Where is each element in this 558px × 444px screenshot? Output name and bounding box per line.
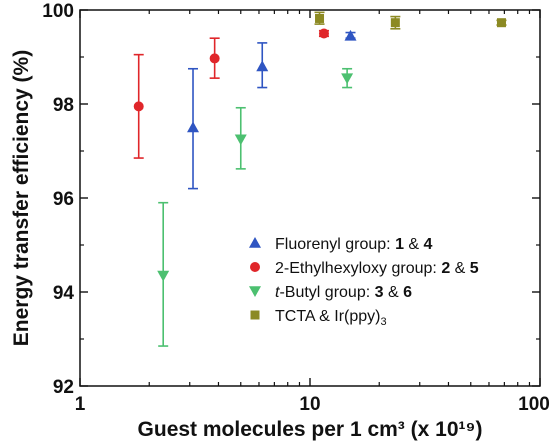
data-point	[133, 101, 144, 112]
legend-entry: TCTA & Ir(ppy)3	[275, 308, 387, 328]
x-axis-title: Guest molecules per 1 cm³ (x 10¹⁹)	[138, 418, 483, 441]
legend-marker	[250, 262, 260, 272]
y-tick-label: 94	[53, 283, 75, 304]
y-tick-label: 92	[53, 377, 74, 398]
y-axis-ticks: 92 94 96 98 100	[42, 1, 540, 398]
legend-marker	[250, 310, 260, 320]
legend: Fluorenyl group: 1 & 4 2-Ethylhexyloxy gr…	[249, 236, 479, 328]
y-tick-label: 98	[53, 95, 74, 116]
data-point	[315, 13, 325, 23]
y-tick-label: 96	[53, 189, 74, 210]
y-axis-title: Energy transfer efficiency (%)	[10, 50, 33, 346]
x-tick-label: 100	[518, 394, 550, 415]
data-point	[234, 134, 247, 146]
data-point	[187, 121, 200, 133]
plot-frame	[79, 9, 541, 387]
legend-entry: Fluorenyl group: 1 & 4	[275, 236, 433, 253]
data-point	[341, 73, 354, 85]
data-point	[318, 28, 329, 39]
data-point	[157, 270, 170, 282]
x-axis-ticks: 1 10 100	[75, 10, 550, 415]
x-tick-label: 1	[75, 394, 86, 415]
data-point	[209, 53, 220, 64]
data-point	[256, 60, 269, 72]
legend-entry: 2-Ethylhexyloxy group: 2 & 5	[275, 260, 479, 277]
data-point	[496, 18, 506, 28]
data-point	[390, 18, 400, 28]
data-marks	[133, 11, 507, 347]
legend-marker	[249, 237, 261, 248]
legend-entry: t-Butyl group: 3 & 6	[275, 284, 412, 301]
data-point	[344, 29, 357, 41]
y-tick-label: 100	[42, 1, 74, 22]
legend-marker	[249, 286, 261, 297]
x-tick-label: 10	[299, 394, 320, 415]
